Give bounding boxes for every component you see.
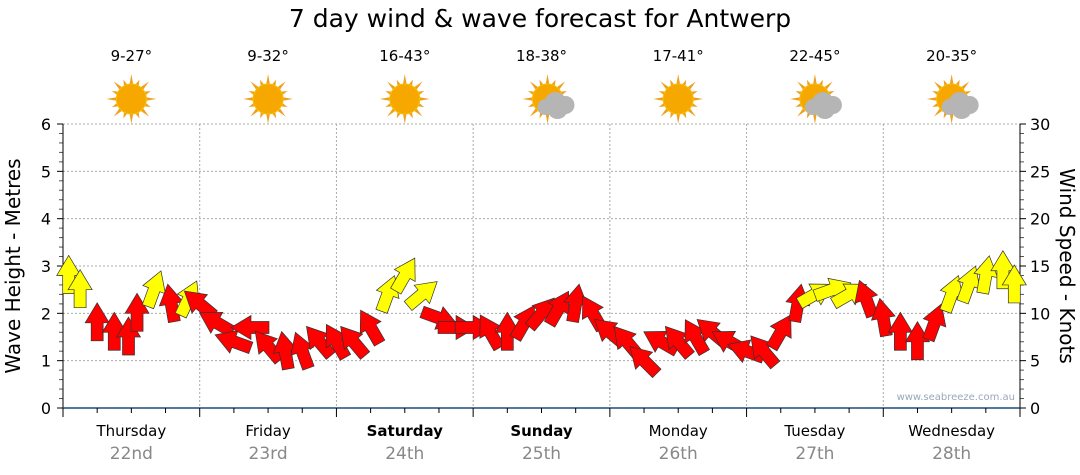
wind-arrow bbox=[766, 314, 792, 352]
watermark: www.seabreeze.com.au bbox=[897, 392, 1015, 403]
partly-cloudy-icon bbox=[926, 74, 979, 124]
wind-arrow bbox=[272, 330, 298, 371]
day-label: Saturday bbox=[367, 422, 444, 440]
temperature-label: 18-38° bbox=[516, 47, 567, 65]
sun-icon bbox=[243, 74, 294, 124]
y-tick-label: 2 bbox=[41, 304, 51, 323]
day-label: Thursday bbox=[95, 422, 166, 440]
wind-arrow bbox=[325, 323, 352, 361]
wind-arrow bbox=[403, 281, 438, 312]
y2-tick-label: 5 bbox=[1030, 352, 1040, 371]
wind-arrow bbox=[563, 283, 589, 324]
y-tick-label: 6 bbox=[41, 115, 51, 134]
wind-arrow bbox=[84, 302, 110, 342]
wind-arrow bbox=[141, 270, 166, 310]
wind-arrow bbox=[359, 309, 386, 347]
y-tick-label: 5 bbox=[41, 162, 51, 181]
date-label: 23rd bbox=[249, 444, 288, 464]
wind-arrow bbox=[1001, 264, 1027, 304]
day-label: Sunday bbox=[510, 422, 573, 440]
wind-arrow bbox=[390, 257, 416, 295]
partly-cloudy-icon bbox=[522, 74, 575, 124]
day-label: Monday bbox=[649, 422, 708, 440]
y2-tick-label: 10 bbox=[1030, 304, 1050, 323]
y2-tick-label: 0 bbox=[1030, 399, 1040, 418]
wind-arrow bbox=[629, 346, 662, 379]
y-tick-label: 3 bbox=[41, 257, 51, 276]
y-tick-label: 1 bbox=[41, 352, 51, 371]
sun-icon bbox=[106, 74, 157, 124]
wind-arrow bbox=[214, 329, 254, 354]
date-label: 22nd bbox=[110, 444, 153, 464]
y-axis-label: Wave Height - Metres bbox=[1, 158, 25, 373]
day-label: Wednesday bbox=[908, 422, 995, 440]
wind-arrow bbox=[494, 311, 520, 351]
y2-tick-label: 15 bbox=[1030, 257, 1050, 276]
wind-arrow bbox=[290, 331, 315, 371]
y2-tick-label: 25 bbox=[1030, 162, 1050, 181]
y2-axis-label: Wind Speed - Knots bbox=[1055, 168, 1079, 364]
temperature-label: 22-45° bbox=[789, 47, 840, 65]
date-label: 28th bbox=[932, 444, 971, 464]
wind-arrow bbox=[939, 274, 964, 314]
day-label: Tuesday bbox=[783, 422, 845, 440]
date-label: 27th bbox=[795, 444, 834, 464]
wind-arrow bbox=[904, 321, 931, 361]
y-tick-label: 0 bbox=[41, 399, 51, 418]
wind-arrow bbox=[198, 312, 236, 338]
sun-icon bbox=[653, 74, 704, 124]
sun-icon bbox=[379, 74, 430, 124]
date-label: 26th bbox=[659, 444, 698, 464]
chart-title: 7 day wind & wave forecast for Antwerp bbox=[288, 4, 792, 33]
wind-arrow bbox=[101, 311, 127, 351]
temperature-label: 9-32° bbox=[247, 47, 289, 65]
wind-arrow bbox=[684, 319, 710, 357]
wind-arrow bbox=[750, 335, 781, 370]
y2-tick-label: 20 bbox=[1030, 210, 1050, 229]
wind-arrow bbox=[67, 268, 93, 309]
wind-arrow bbox=[887, 311, 913, 351]
wind-arrow bbox=[922, 303, 947, 343]
date-label: 24th bbox=[385, 444, 424, 464]
day-label: Friday bbox=[245, 422, 291, 440]
temperature-label: 17-41° bbox=[653, 47, 704, 65]
y-tick-label: 4 bbox=[41, 210, 51, 229]
wind-arrow bbox=[340, 325, 371, 360]
y2-tick-label: 30 bbox=[1030, 115, 1050, 134]
temperature-label: 20-35° bbox=[926, 47, 977, 65]
temperature-label: 9-27° bbox=[111, 47, 153, 65]
date-label: 25th bbox=[522, 444, 561, 464]
wind-arrow bbox=[664, 325, 695, 360]
partly-cloudy-icon bbox=[789, 74, 842, 124]
wind-arrow bbox=[956, 265, 981, 305]
temperature-label: 16-43° bbox=[379, 47, 430, 65]
